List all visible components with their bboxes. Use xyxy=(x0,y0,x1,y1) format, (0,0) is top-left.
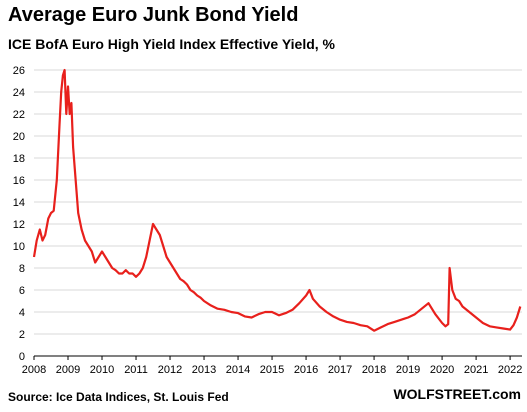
x-tick-label: 2013 xyxy=(192,364,216,376)
y-tick-label: 14 xyxy=(13,197,25,209)
y-tick-label: 4 xyxy=(19,307,25,319)
y-tick-label: 10 xyxy=(13,241,25,253)
x-tick-label: 2009 xyxy=(56,364,80,376)
x-tick-label: 2014 xyxy=(226,364,250,376)
x-tick-label: 2011 xyxy=(124,364,148,376)
y-tick-label: 12 xyxy=(13,219,25,231)
brand-logo-text: WOLFSTREET.com xyxy=(393,386,521,402)
chart-title: Average Euro Junk Bond Yield xyxy=(8,4,299,26)
series-line-yield xyxy=(32,68,522,332)
x-tick-label: 2015 xyxy=(260,364,284,376)
x-tick-label: 2016 xyxy=(294,364,318,376)
y-tick-label: 18 xyxy=(13,153,25,165)
y-tick-label: 6 xyxy=(19,285,25,297)
y-tick-label: 24 xyxy=(13,87,25,99)
y-tick-label: 2 xyxy=(19,329,25,341)
chart-subtitle: ICE BofA Euro High Yield Index Effective… xyxy=(8,36,335,52)
x-tick-label: 2008 xyxy=(22,364,46,376)
x-tick-label: 2017 xyxy=(328,364,352,376)
x-tick-label: 2022 xyxy=(498,364,522,376)
x-tick-label: 2021 xyxy=(464,364,488,376)
x-tick-label: 2018 xyxy=(362,364,386,376)
x-tick-label: 2012 xyxy=(158,364,182,376)
y-tick-label: 20 xyxy=(13,131,25,143)
y-tick-label: 22 xyxy=(13,109,25,121)
gridlines xyxy=(34,69,522,335)
x-tick-label: 2020 xyxy=(430,364,454,376)
y-tick-label: 0 xyxy=(19,351,25,363)
x-axis: 2008 2009 2010 2011 2012 2013 2014 2015 2016 2017… xyxy=(22,356,522,376)
source-note: Source: Ice Data Indices, St. Louis Fed xyxy=(8,390,229,404)
x-tick-label: 2010 xyxy=(90,364,114,376)
y-tick-label: 8 xyxy=(19,263,25,275)
y-tick-label: 26 xyxy=(13,65,25,77)
y-tick-label: 16 xyxy=(13,175,25,187)
x-tick-label: 2019 xyxy=(396,364,420,376)
